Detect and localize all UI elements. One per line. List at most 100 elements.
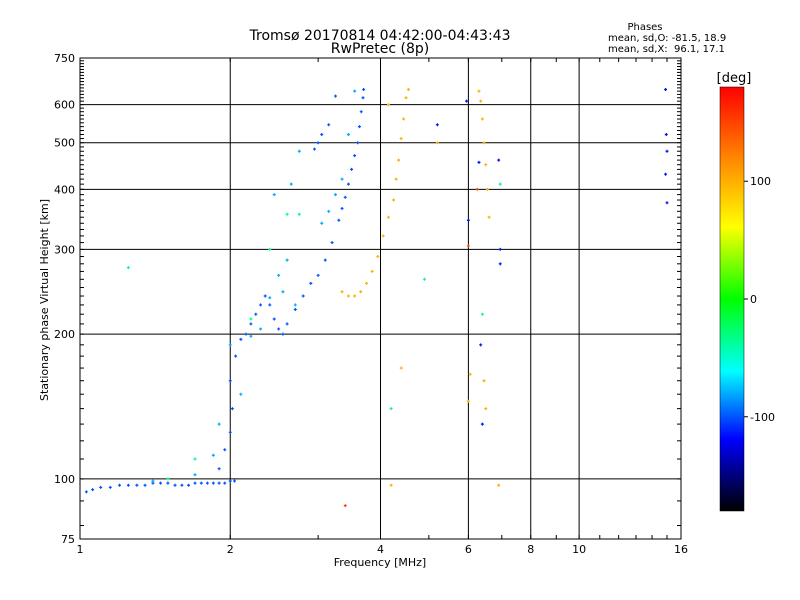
data-point [343,504,347,508]
data-point [350,167,354,171]
data-point [228,479,232,483]
data-point [468,372,472,376]
data-point [359,290,363,294]
data-point [99,485,103,489]
data-point [386,103,390,107]
data-point [228,430,232,434]
data-point [497,158,501,162]
data-point [211,453,215,457]
x-tick-label: 1 [77,543,84,556]
data-point [228,343,232,347]
y-tick-label: 400 [54,183,75,196]
data-point [297,212,301,216]
data-point [399,366,403,370]
data-point [263,294,267,298]
phases-mean-o: mean, sd,O: -81.5, 18.9 [608,33,726,44]
chart-title: Tromsø 20170814 04:42:00-04:43:43 [249,28,511,44]
data-point [272,193,276,197]
data-point [353,154,357,158]
colorbar-tick-label: 100 [750,175,771,188]
data-point [309,281,313,285]
data-point [312,147,316,151]
data-point [217,422,221,426]
colorbar-gradient [719,86,745,512]
data-point [205,481,209,485]
data-point [435,141,439,145]
data-point [333,94,337,98]
x-tick-label: 8 [527,543,534,556]
data-point [193,473,197,477]
x-tick-label: 10 [572,543,586,556]
data-point [233,479,237,483]
data-point [239,392,243,396]
data-point [498,182,502,186]
data-point [268,247,272,251]
data-point [498,262,502,266]
data-point [151,479,155,483]
data-point [482,141,486,145]
colorbar-tick-label: -100 [750,411,775,424]
y-axis-ticks: 75 100 200 300 400 500 600 750 [54,52,681,546]
data-point [316,273,320,277]
data-point [285,322,289,326]
data-point [289,182,293,186]
x-axis-label: Frequency [MHz] [334,556,426,569]
data-point [234,354,238,358]
data-point [465,99,469,103]
data-point [406,88,410,92]
colorbar-tick-label: 0 [750,293,757,306]
data-point [91,488,95,492]
data-point [277,273,281,277]
data-point [362,88,366,92]
data-point [386,215,390,219]
data-point [353,294,357,298]
data-point [479,99,483,103]
data-point [166,477,170,481]
data-point [297,149,301,153]
data-point [346,182,350,186]
data-point [664,88,668,92]
data-point [343,195,347,199]
x-tick-label: 16 [674,543,688,556]
data-point [193,481,197,485]
data-point [254,312,258,316]
y-tick-label: 75 [61,533,75,546]
data-point [381,234,385,238]
colorbar: [deg] 100 0 -100 [717,71,775,512]
data-point [399,137,403,141]
data-point [285,212,289,216]
data-point [118,483,122,487]
x-axis-ticks: 1 2 4 6 8 10 16 [77,58,688,556]
data-point [272,317,276,321]
y-tick-label: 200 [54,328,75,341]
data-point [480,117,484,121]
phases-box: Phases mean, sd,O: -81.5, 18.9 mean, sd,… [608,22,726,55]
data-point [422,277,426,281]
data-point [357,125,361,129]
data-point [479,343,483,347]
data-point [301,294,305,298]
y-tick-label: 300 [54,243,75,256]
data-point [293,303,297,307]
data-point [480,312,484,316]
data-point [402,117,406,121]
data-point [285,258,289,262]
data-point [340,177,344,181]
y-tick-label: 750 [54,52,75,65]
data-point [466,218,470,222]
data-point [477,160,481,164]
data-point [482,379,486,383]
data-point [293,308,297,312]
data-point [223,481,227,485]
phases-mean-x: mean, sd,X: 96.1, 17.1 [608,44,725,55]
data-point [217,481,221,485]
data-point [397,158,401,162]
colorbar-label: [deg] [717,71,752,86]
y-axis-label: Stationary phase Virtual Height [km] [38,199,51,401]
data-point [277,327,281,331]
data-point [475,187,479,191]
data-point [281,290,285,294]
data-point [466,399,470,403]
x-tick-label: 4 [377,543,384,556]
data-point [159,481,163,485]
